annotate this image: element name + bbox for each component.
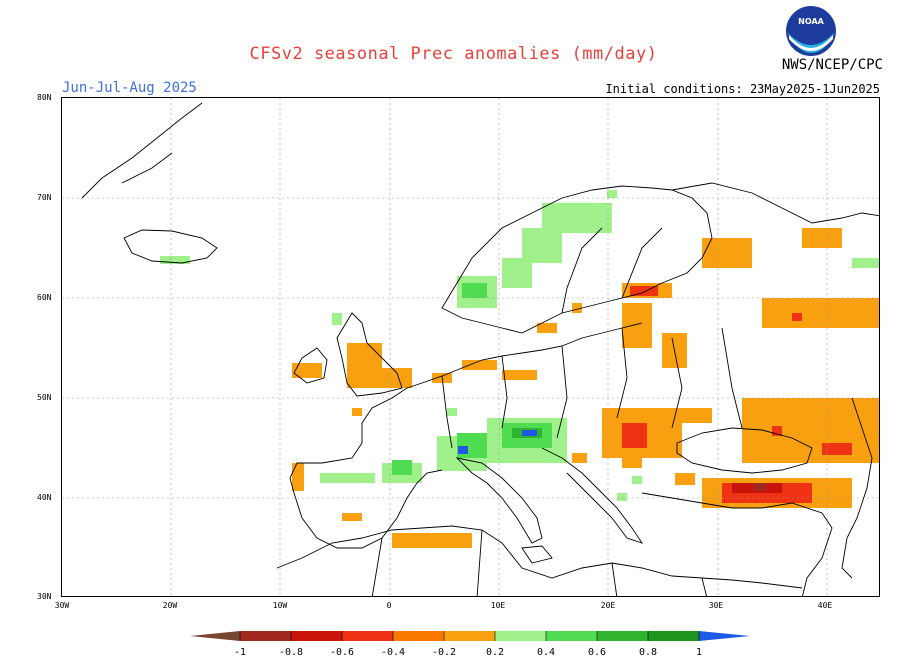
lon-label-0: 0 xyxy=(386,601,392,610)
legend-label-7: 0.4 xyxy=(536,647,556,658)
noaa-logo-text: NOAA xyxy=(798,17,824,26)
lat-label-50n: 50N xyxy=(37,393,52,402)
legend-label-5: -0.2 xyxy=(431,647,457,658)
legend-swatch-9 xyxy=(648,631,699,641)
chart-title: CFSv2 seasonal Prec anomalies (mm/day) xyxy=(249,44,658,64)
map-svg xyxy=(62,98,879,596)
legend-arrow-low xyxy=(190,631,240,641)
legend-swatch-5 xyxy=(444,631,495,641)
legend-arrow-high xyxy=(699,631,750,641)
initial-conditions-label: Initial conditions: 23May2025-1Jun2025 xyxy=(605,82,880,96)
legend-swatch-7 xyxy=(546,631,597,641)
organization-label: NWS/NCEP/CPC xyxy=(781,57,883,73)
legend-swatch-3 xyxy=(342,631,393,641)
lat-label-40n: 40N xyxy=(37,493,52,502)
lat-label-30n: 30N xyxy=(37,592,52,601)
anomaly-cells xyxy=(160,190,879,548)
map-panel xyxy=(61,97,880,597)
legend-label-3: -0.6 xyxy=(329,647,355,658)
legend-label-1: -1 xyxy=(233,647,247,658)
season-label: Jun-Jul-Aug 2025 xyxy=(62,80,197,96)
color-legend xyxy=(190,628,760,648)
lon-label-40e: 40E xyxy=(817,601,833,610)
legend-label-6: 0.2 xyxy=(485,647,505,658)
legend-label-8: 0.6 xyxy=(587,647,607,658)
lat-label-80n: 80N xyxy=(37,93,52,102)
lon-label-10e: 10E xyxy=(490,601,506,610)
lon-label-30w: 30W xyxy=(54,601,70,610)
legend-label-2: -0.8 xyxy=(278,647,304,658)
legend-swatch-1 xyxy=(240,631,291,641)
noaa-logo: NOAA xyxy=(785,5,837,57)
lat-label-70n: 70N xyxy=(37,193,52,202)
legend-swatch-4 xyxy=(393,631,444,641)
lon-label-30e: 30E xyxy=(708,601,724,610)
legend-label-4: -0.4 xyxy=(380,647,406,658)
lon-label-10w: 10W xyxy=(272,601,288,610)
lat-label-60n: 60N xyxy=(37,293,52,302)
legend-label-9: 0.8 xyxy=(638,647,658,658)
legend-swatch-8 xyxy=(597,631,648,641)
legend-label-10: 1 xyxy=(695,647,703,658)
graticule xyxy=(62,98,879,596)
coastlines xyxy=(81,102,879,596)
lon-label-20e: 20E xyxy=(600,601,616,610)
legend-swatch-2 xyxy=(291,631,342,641)
legend-swatch-6 xyxy=(495,631,546,641)
lon-label-20w: 20W xyxy=(162,601,178,610)
